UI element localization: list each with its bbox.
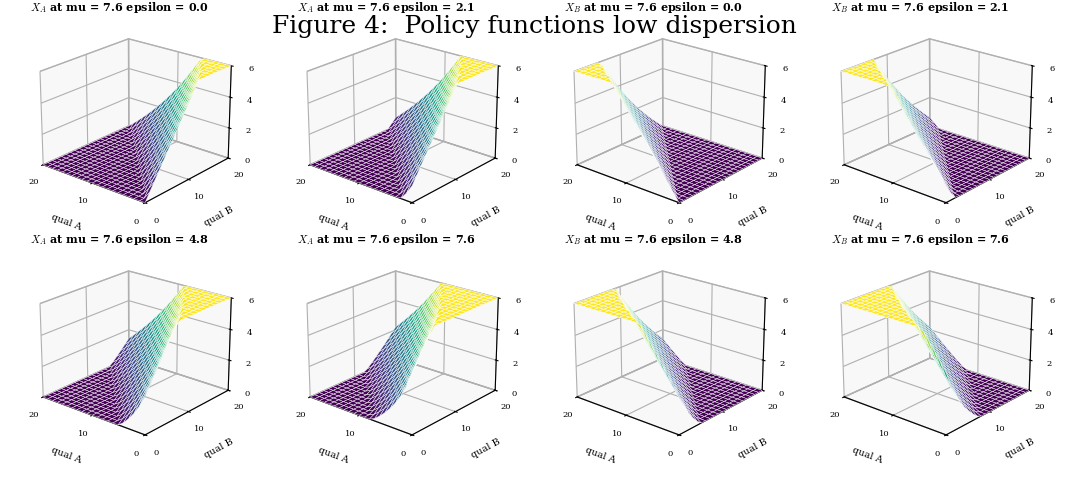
Y-axis label: qual B: qual B (737, 205, 769, 228)
Text: $X_{A}$ at mu = 7.6 epsilon = 4.8: $X_{A}$ at mu = 7.6 epsilon = 4.8 (30, 232, 208, 247)
Y-axis label: qual B: qual B (1004, 205, 1036, 228)
Text: $X_{A}$ at mu = 7.6 epsilon = 0.0: $X_{A}$ at mu = 7.6 epsilon = 0.0 (30, 0, 208, 15)
X-axis label: qual A: qual A (584, 213, 616, 232)
X-axis label: qual A: qual A (851, 213, 883, 232)
Text: Figure 4:  Policy functions low dispersion: Figure 4: Policy functions low dispersio… (271, 15, 797, 38)
X-axis label: qual A: qual A (584, 445, 616, 464)
Y-axis label: qual B: qual B (1004, 437, 1036, 460)
Text: $X_{A}$ at mu = 7.6 epsilon = 7.6: $X_{A}$ at mu = 7.6 epsilon = 7.6 (297, 232, 475, 247)
Text: $X_{B}$ at mu = 7.6 epsilon = 4.8: $X_{B}$ at mu = 7.6 epsilon = 4.8 (564, 232, 742, 247)
X-axis label: qual A: qual A (317, 213, 349, 232)
Y-axis label: qual B: qual B (203, 205, 235, 228)
Text: $X_{B}$ at mu = 7.6 epsilon = 7.6: $X_{B}$ at mu = 7.6 epsilon = 7.6 (831, 232, 1009, 247)
Y-axis label: qual B: qual B (470, 205, 502, 228)
Text: $X_{B}$ at mu = 7.6 epsilon = 0.0: $X_{B}$ at mu = 7.6 epsilon = 0.0 (564, 0, 742, 15)
X-axis label: qual A: qual A (317, 445, 349, 464)
X-axis label: qual A: qual A (50, 445, 82, 464)
Y-axis label: qual B: qual B (203, 437, 235, 460)
X-axis label: qual A: qual A (50, 213, 82, 232)
Text: $X_{B}$ at mu = 7.6 epsilon = 2.1: $X_{B}$ at mu = 7.6 epsilon = 2.1 (831, 0, 1009, 15)
Text: $X_{A}$ at mu = 7.6 epsilon = 2.1: $X_{A}$ at mu = 7.6 epsilon = 2.1 (297, 0, 475, 15)
Y-axis label: qual B: qual B (470, 437, 502, 460)
X-axis label: qual A: qual A (851, 445, 883, 464)
Y-axis label: qual B: qual B (737, 437, 769, 460)
